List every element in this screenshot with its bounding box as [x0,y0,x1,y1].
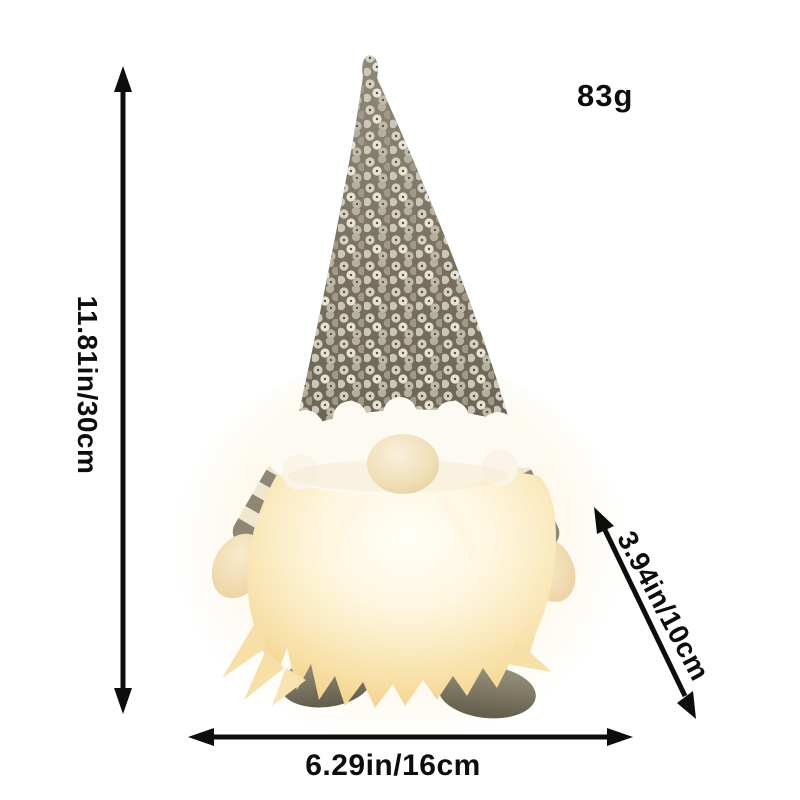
width-dimension-label: 6.29in/16cm [305,749,481,782]
dimension-arrows [114,66,696,746]
gnome-nose [367,434,439,494]
height-arrow [114,66,132,714]
mustache [326,484,378,564]
diagonal-depth-arrow [594,507,696,719]
height-dimension-label: 11.81in/30cm [72,295,103,475]
weight-label: 83g [577,78,634,113]
width-arrow [188,728,633,746]
gnome-beard [222,465,557,708]
gnome-hat [290,55,517,454]
